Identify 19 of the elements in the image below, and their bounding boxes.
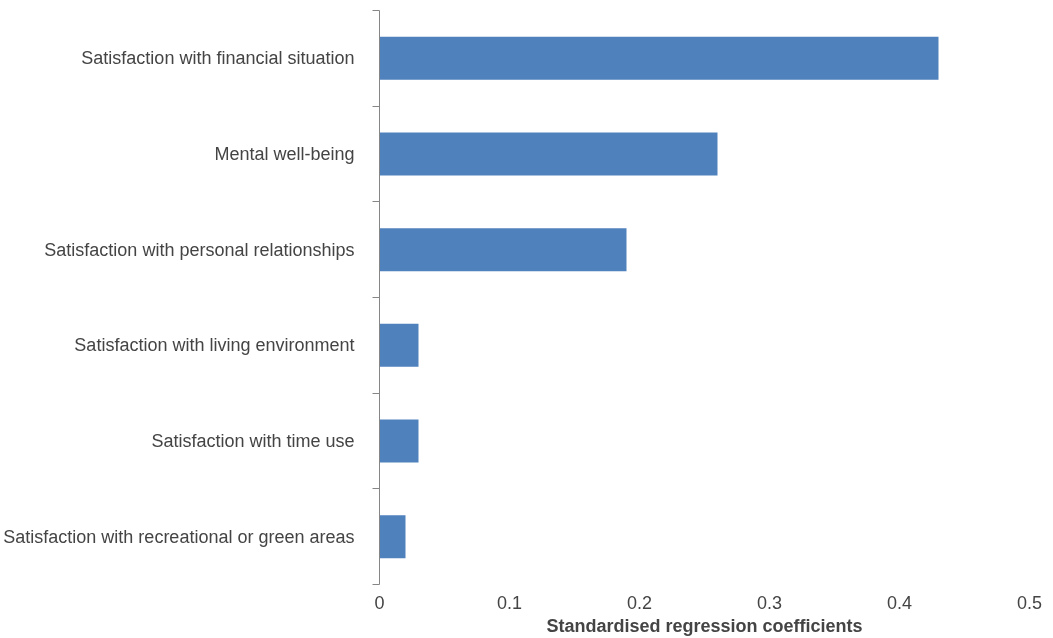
y-tick-label: Satisfaction with financial situation bbox=[81, 48, 355, 69]
bar bbox=[379, 323, 419, 367]
x-axis-title: Standardised regression coefficients bbox=[546, 615, 863, 636]
x-tick-label: 0 bbox=[374, 592, 385, 613]
y-tick-label: Satisfaction with time use bbox=[151, 431, 355, 451]
bar bbox=[379, 228, 627, 272]
bar bbox=[379, 419, 419, 463]
x-tick-label: 0.3 bbox=[756, 592, 783, 613]
x-tick-label: 0.1 bbox=[496, 592, 523, 613]
bar bbox=[379, 132, 718, 176]
y-tick-label: Satisfaction with recreational or green areas bbox=[3, 526, 355, 547]
y-tick-label: Satisfaction with personal relationships bbox=[44, 239, 355, 260]
y-tick-label: Mental well-being bbox=[214, 144, 355, 164]
bar bbox=[379, 515, 406, 559]
x-tick-label: 0.4 bbox=[886, 592, 913, 613]
y-tick-label: Satisfaction with living environment bbox=[74, 335, 355, 356]
x-tick-label: 0.5 bbox=[1016, 592, 1043, 613]
x-tick-label: 0.2 bbox=[626, 592, 653, 613]
bar bbox=[379, 36, 939, 80]
